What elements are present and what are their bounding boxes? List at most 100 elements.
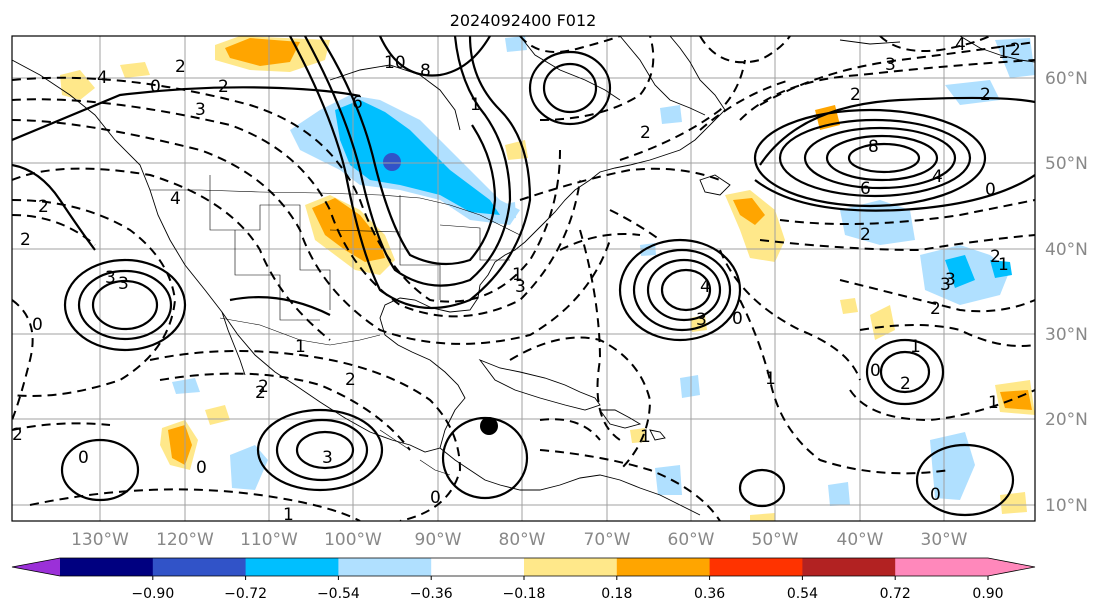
lat-label: 40°N xyxy=(1045,240,1088,260)
lon-label: 60°W xyxy=(668,530,715,550)
contour-label: 3 xyxy=(515,277,526,297)
lat-label: 20°N xyxy=(1045,410,1088,430)
contour-label: 2 xyxy=(258,377,269,397)
contour-label: 2 xyxy=(345,370,356,390)
contour-label: 2 xyxy=(990,247,1001,267)
lat-label: 30°N xyxy=(1045,325,1088,345)
contour-label: 1 xyxy=(283,505,294,525)
contour-label: 4 xyxy=(700,277,711,297)
contour-label: 1 xyxy=(640,427,651,447)
contour-labels: 10 8 6 4 3 2 0 1 2 3 4 2 1 2 3 2 2 0 3 1 xyxy=(12,35,1021,525)
contour-label: 3 xyxy=(118,274,129,294)
lon-label: 90°W xyxy=(415,530,462,550)
contour-label: 2 xyxy=(860,225,871,245)
contour-label: 3 xyxy=(885,55,896,75)
contour-label: 0 xyxy=(32,315,43,335)
latitude-labels: 60°N 50°N 40°N 30°N 20°N 10°N xyxy=(1045,69,1088,516)
lon-label: 120°W xyxy=(156,530,214,550)
colorbar-outline xyxy=(11,557,1036,577)
positive-contours xyxy=(12,36,1035,517)
colorbar-tick-label: −0.90 xyxy=(131,586,174,602)
colorbar-tick-label: −0.72 xyxy=(224,586,267,602)
colorbar-extend-max xyxy=(988,558,1035,576)
map-frame xyxy=(11,35,1036,522)
colorbar-swatch xyxy=(60,558,154,576)
contour-label: 0 xyxy=(430,488,441,508)
contour-label: 2 xyxy=(218,77,229,97)
contour-label: 1 xyxy=(998,43,1009,63)
lon-label: 70°W xyxy=(584,530,631,550)
contour-label: 0 xyxy=(985,180,996,200)
negative-contours xyxy=(12,36,1035,521)
contour-label: 0 xyxy=(870,361,881,381)
contour-label: 6 xyxy=(352,93,363,113)
colorbar-swatch xyxy=(709,558,803,576)
colorbar-swatch xyxy=(524,558,618,576)
colorbar-swatch xyxy=(895,558,989,576)
contour-label: 3 xyxy=(940,275,951,295)
lon-label: 100°W xyxy=(324,530,382,550)
colorbar-swatch xyxy=(338,558,432,576)
lon-label: 130°W xyxy=(71,530,129,550)
colorbar-swatch xyxy=(802,558,896,576)
contour-label: 6 xyxy=(860,179,871,199)
contour-label: 1 xyxy=(295,337,306,357)
contour-label: 2 xyxy=(640,123,651,143)
contour-label: 4 xyxy=(955,35,966,55)
contour-label: 0 xyxy=(196,458,207,478)
contour-label: 2 xyxy=(20,230,31,250)
lat-label: 50°N xyxy=(1045,154,1088,174)
colorbar-swatch xyxy=(245,558,339,576)
lat-label: 10°N xyxy=(1045,496,1088,516)
lon-label: 80°W xyxy=(499,530,546,550)
contour-label: 10 xyxy=(384,53,406,73)
colorbar-tick-label: −0.36 xyxy=(410,586,453,602)
contour-label: 1 xyxy=(998,255,1009,275)
contour-label: 2 xyxy=(930,299,941,319)
contour-label: 2 xyxy=(38,197,49,217)
lon-label: 50°W xyxy=(752,530,799,550)
storm-position-dot xyxy=(480,417,498,435)
contour-label: 3 xyxy=(696,310,707,330)
map-panel: 10 8 6 4 3 2 0 1 2 3 4 2 1 2 3 2 2 0 3 1 xyxy=(11,35,1036,525)
colorbar-tick-label: 0.90 xyxy=(972,586,1003,602)
colorbar-swatch xyxy=(152,558,247,576)
contour-label: 1 xyxy=(512,265,523,285)
colorbar-tick-label: −0.18 xyxy=(503,586,546,602)
contour-label: 3 xyxy=(195,100,206,120)
contour-label: 3 xyxy=(322,448,333,468)
contour-label: 2 xyxy=(1010,40,1021,60)
contour-label: 8 xyxy=(868,137,879,157)
contour-label: 3 xyxy=(105,268,116,288)
contour-label: 1 xyxy=(765,369,776,389)
contour-label: 2 xyxy=(850,85,861,105)
lon-label: 40°W xyxy=(837,530,884,550)
contour-label: 2 xyxy=(900,374,911,394)
contour-label: 4 xyxy=(170,189,181,209)
contour-label: 2 xyxy=(12,425,23,445)
contour-label: 0 xyxy=(732,309,743,329)
colorbar-tick-label: 0.18 xyxy=(601,586,632,602)
contour-label: 1 xyxy=(910,337,921,357)
colorbar-tick-label: 0.36 xyxy=(694,586,725,602)
contour-label: 3 xyxy=(945,270,956,290)
contour-label: 0 xyxy=(78,448,89,468)
longitude-labels: 130°W 120°W 110°W 100°W 90°W 80°W 70°W 6… xyxy=(71,530,968,550)
contour-label: 4 xyxy=(932,167,943,187)
contour-label: 0 xyxy=(930,485,941,505)
colorbar: −0.90 −0.72 −0.54 −0.36 −0.18 0.18 0.36 0.54 0.7… xyxy=(11,557,1036,602)
colorbar-tick-label: 0.54 xyxy=(787,586,818,602)
contour-label: 2 xyxy=(255,383,266,403)
colorbar-extend-min xyxy=(12,558,60,576)
contour-label: 8 xyxy=(420,61,431,81)
lon-label: 110°W xyxy=(240,530,298,550)
figure-title: 2024092400 F012 xyxy=(450,11,597,30)
contour-label: 2 xyxy=(980,85,991,105)
coastlines xyxy=(12,36,1035,516)
contour-label: 1 xyxy=(988,393,999,413)
contour-label: 0 xyxy=(150,77,161,97)
colorbar-swatch xyxy=(616,558,711,576)
contour-label: 1 xyxy=(470,95,481,115)
colorbar-tick-label: −0.54 xyxy=(317,586,360,602)
